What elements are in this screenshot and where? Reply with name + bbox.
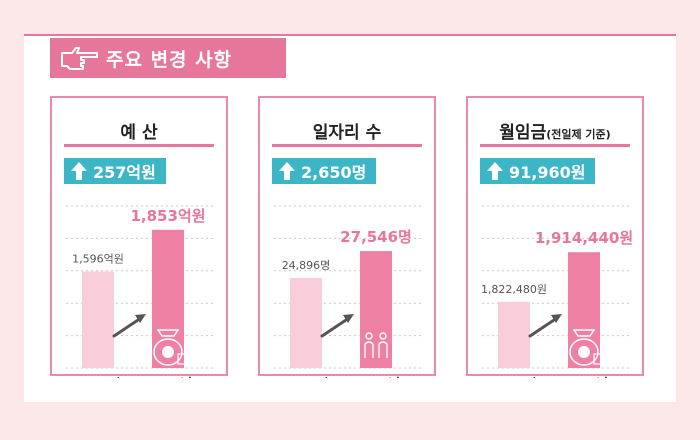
trend-arrow-icon [528, 314, 562, 338]
title-underline [272, 144, 422, 147]
category-label: 2022년 [560, 377, 608, 378]
increase-badge: 257억원 [64, 158, 166, 184]
bar-2021 [498, 301, 530, 368]
pointing-hand-icon [61, 47, 98, 70]
people-icon [364, 332, 388, 358]
money-bag-icon [569, 329, 604, 366]
card-jobs: 일자리 수 2,650명 24,896명 2021년 27,546명 2022년 [258, 96, 436, 378]
top-divider [24, 34, 676, 36]
increase-value: 257억원 [93, 163, 156, 182]
money-bag-icon [153, 329, 188, 366]
up-arrow-icon [487, 162, 503, 180]
bar-chart-wage: 1,822,480원 2021년 1,914,440원 2022년 [481, 205, 633, 378]
trend-arrow-icon [320, 314, 354, 338]
value-label: 1,596억원 [72, 252, 124, 265]
category-label: 2022년 [144, 377, 192, 378]
title-underline [480, 144, 630, 147]
bar-chart-budget: 1,596억원 2021년 1,853억원 2022년 [66, 205, 216, 378]
trend-arrow-icon [112, 314, 146, 338]
value-label: 1,914,440원 [535, 229, 633, 247]
value-label: 27,546명 [340, 228, 412, 246]
header-title: 주요 변경 사항 [106, 48, 233, 71]
category-label: 2022년 [352, 377, 400, 378]
value-label: 1,822,480원 [481, 283, 547, 296]
category-label: 2021년 [283, 377, 328, 378]
card-budget: 예 산 257억원 1,596억원 2021년 1,853억원 2022년 [50, 96, 228, 378]
category-label: 2021년 [75, 377, 120, 378]
increase-value: 91,960원 [509, 163, 586, 182]
title-underline [64, 144, 214, 147]
card-title: 예 산 [120, 123, 158, 143]
increase-badge: 2,650명 [272, 158, 377, 184]
value-label: 24,896명 [282, 259, 331, 272]
category-label: 2021년 [491, 377, 536, 378]
panel: 주요 변경 사항 예 산 257억원 1,596억원 2021년 1,853억원 20… [24, 34, 676, 402]
bar-2021 [82, 271, 114, 368]
bar-2022 [152, 229, 184, 368]
header-banner: 주요 변경 사항 [50, 38, 286, 78]
up-arrow-icon [279, 162, 295, 180]
value-label: 1,853억원 [130, 207, 205, 225]
increase-value: 2,650명 [301, 163, 367, 182]
card-title: 월임금(전일제 기준) [499, 123, 611, 143]
bar-chart-jobs: 24,896명 2021년 27,546명 2022년 [274, 205, 424, 378]
card-wage: 월임금(전일제 기준) 91,960원 1,822,480원 2021년 1,914… [466, 96, 644, 378]
up-arrow-icon [71, 162, 87, 180]
bar-2021 [290, 277, 322, 368]
increase-badge: 91,960원 [480, 158, 596, 184]
card-title: 일자리 수 [312, 123, 382, 143]
